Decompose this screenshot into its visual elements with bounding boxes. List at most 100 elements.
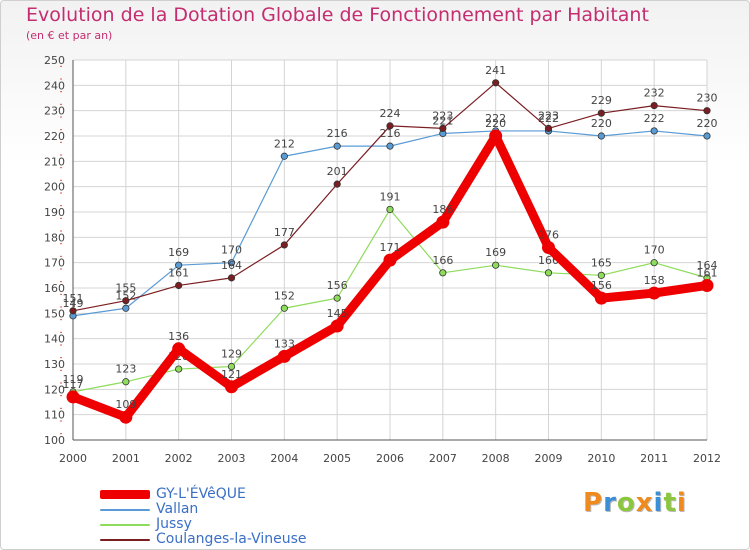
logo-letter: x [635, 488, 654, 518]
y-tick-label: 190 [44, 206, 65, 219]
chart-legend: GY-L'ÉVêQUE Vallan Jussy Coulanges-la-Vineu… [100, 487, 307, 547]
legend-swatch [100, 490, 150, 499]
x-tick-label: 2005 [323, 452, 351, 465]
x-tick-label: 2012 [693, 452, 721, 465]
logo-letter: i [676, 488, 687, 518]
data-label-jussy: 156 [327, 279, 348, 292]
data-point-gy-l-v-que [700, 278, 714, 292]
y-tick-label: 100 [44, 434, 65, 447]
data-label-gy-l-v-que: 158 [644, 274, 665, 287]
data-point-vallan [386, 142, 394, 150]
legend-swatch [100, 538, 150, 541]
data-point-vallan [227, 259, 236, 267]
data-label-coulanges-la-vineuse: 151 [63, 292, 84, 305]
x-tick-label: 2010 [587, 452, 615, 465]
data-label-jussy: 123 [115, 363, 136, 376]
legend-label: GY-L'ÉVêQUE [156, 486, 246, 502]
data-label-jussy: 191 [380, 190, 401, 203]
data-point-jussy [175, 365, 183, 373]
y-tick-label: 200 [44, 181, 65, 194]
data-point-coulanges-la-vineuse [597, 109, 605, 117]
data-point-coulanges-la-vineuse [175, 281, 183, 290]
data-label-vallan: 222 [538, 112, 559, 125]
data-point-coulanges-la-vineuse [69, 307, 77, 315]
y-tick-label: 240 [44, 79, 65, 92]
legend-item: Coulanges-la-Vineuse [100, 532, 307, 547]
legend-item: Vallan [100, 502, 307, 517]
y-tick-label: 220 [44, 130, 65, 143]
legend-swatch [100, 523, 150, 526]
data-label-vallan: 169 [168, 246, 189, 259]
data-point-coulanges-la-vineuse [439, 124, 447, 132]
data-point-vallan [175, 261, 183, 269]
data-label-gy-l-v-que: 171 [380, 241, 401, 254]
data-point-coulanges-la-vineuse [227, 274, 236, 282]
data-label-vallan: 222 [644, 112, 665, 125]
data-label-gy-l-v-que: 117 [63, 378, 84, 391]
data-point-vallan [333, 142, 341, 150]
data-label-jussy: 170 [644, 244, 665, 257]
data-point-gy-l-v-que [277, 349, 291, 363]
data-point-vallan [650, 127, 658, 135]
x-tick-label: 2006 [376, 452, 404, 465]
data-label-coulanges-la-vineuse: 230 [697, 92, 718, 105]
data-label-vallan: 149 [63, 297, 84, 310]
data-point-jussy [280, 304, 288, 312]
x-tick-label: 2002 [165, 452, 193, 465]
data-label-vallan: 216 [327, 127, 348, 140]
data-label-jussy: 165 [591, 256, 612, 269]
data-point-gy-l-v-que [489, 129, 503, 143]
logo-letter: o [616, 488, 636, 518]
y-tick-label: 110 [44, 409, 65, 422]
data-label-vallan: 220 [697, 117, 718, 130]
data-point-vallan [122, 304, 130, 312]
y-tick-label: 160 [44, 282, 65, 295]
data-label-jussy: 166 [432, 254, 453, 267]
data-point-jussy [492, 261, 500, 269]
y-tick-label: 150 [44, 307, 65, 320]
data-point-coulanges-la-vineuse [544, 124, 553, 132]
data-point-jussy [227, 362, 236, 371]
data-label-vallan: 170 [221, 244, 242, 257]
logo-letter: r [603, 488, 617, 518]
data-label-coulanges-la-vineuse: 224 [380, 107, 401, 120]
data-label-vallan: 220 [591, 117, 612, 130]
data-label-gy-l-v-que: 133 [274, 337, 295, 350]
data-point-gy-l-v-que [66, 390, 80, 404]
logo-letter: i [653, 488, 664, 518]
data-point-vallan [597, 132, 605, 140]
data-point-coulanges-la-vineuse [650, 102, 658, 110]
y-tick-label: 120 [44, 383, 65, 396]
data-point-coulanges-la-vineuse [122, 297, 130, 305]
data-label-gy-l-v-que: 136 [168, 330, 189, 343]
y-tick-label: 140 [44, 333, 65, 346]
legend-item: Jussy [100, 517, 307, 532]
data-point-jussy [597, 271, 605, 279]
data-label-coulanges-la-vineuse: 229 [591, 94, 612, 107]
data-label-jussy: 129 [221, 348, 242, 361]
data-label-coulanges-la-vineuse: 241 [485, 64, 506, 77]
data-point-gy-l-v-que [647, 286, 661, 300]
x-tick-label: 2001 [112, 452, 140, 465]
data-point-gy-l-v-que [225, 380, 238, 394]
data-label-coulanges-la-vineuse: 177 [274, 226, 295, 239]
x-tick-label: 2003 [218, 452, 246, 465]
data-point-gy-l-v-que [119, 410, 133, 424]
data-point-jussy [386, 205, 394, 214]
x-tick-label: 2000 [59, 452, 87, 465]
data-label-gy-l-v-que: 145 [327, 307, 348, 320]
data-point-gy-l-v-que [383, 253, 397, 267]
data-label-gy-l-v-que: 156 [591, 279, 612, 292]
data-label-jussy: 169 [485, 246, 506, 259]
data-point-coulanges-la-vineuse [703, 107, 711, 115]
chart-title: Evolution de la Dotation Globale de Fonc… [26, 4, 649, 26]
data-point-gy-l-v-que [172, 342, 186, 356]
data-point-jussy [650, 259, 658, 267]
data-label-jussy: 152 [274, 289, 295, 302]
x-tick-label: 2011 [640, 452, 668, 465]
data-point-jussy [333, 294, 341, 302]
data-point-coulanges-la-vineuse [492, 79, 500, 87]
data-point-jussy [439, 269, 447, 277]
data-point-vallan [280, 152, 288, 160]
